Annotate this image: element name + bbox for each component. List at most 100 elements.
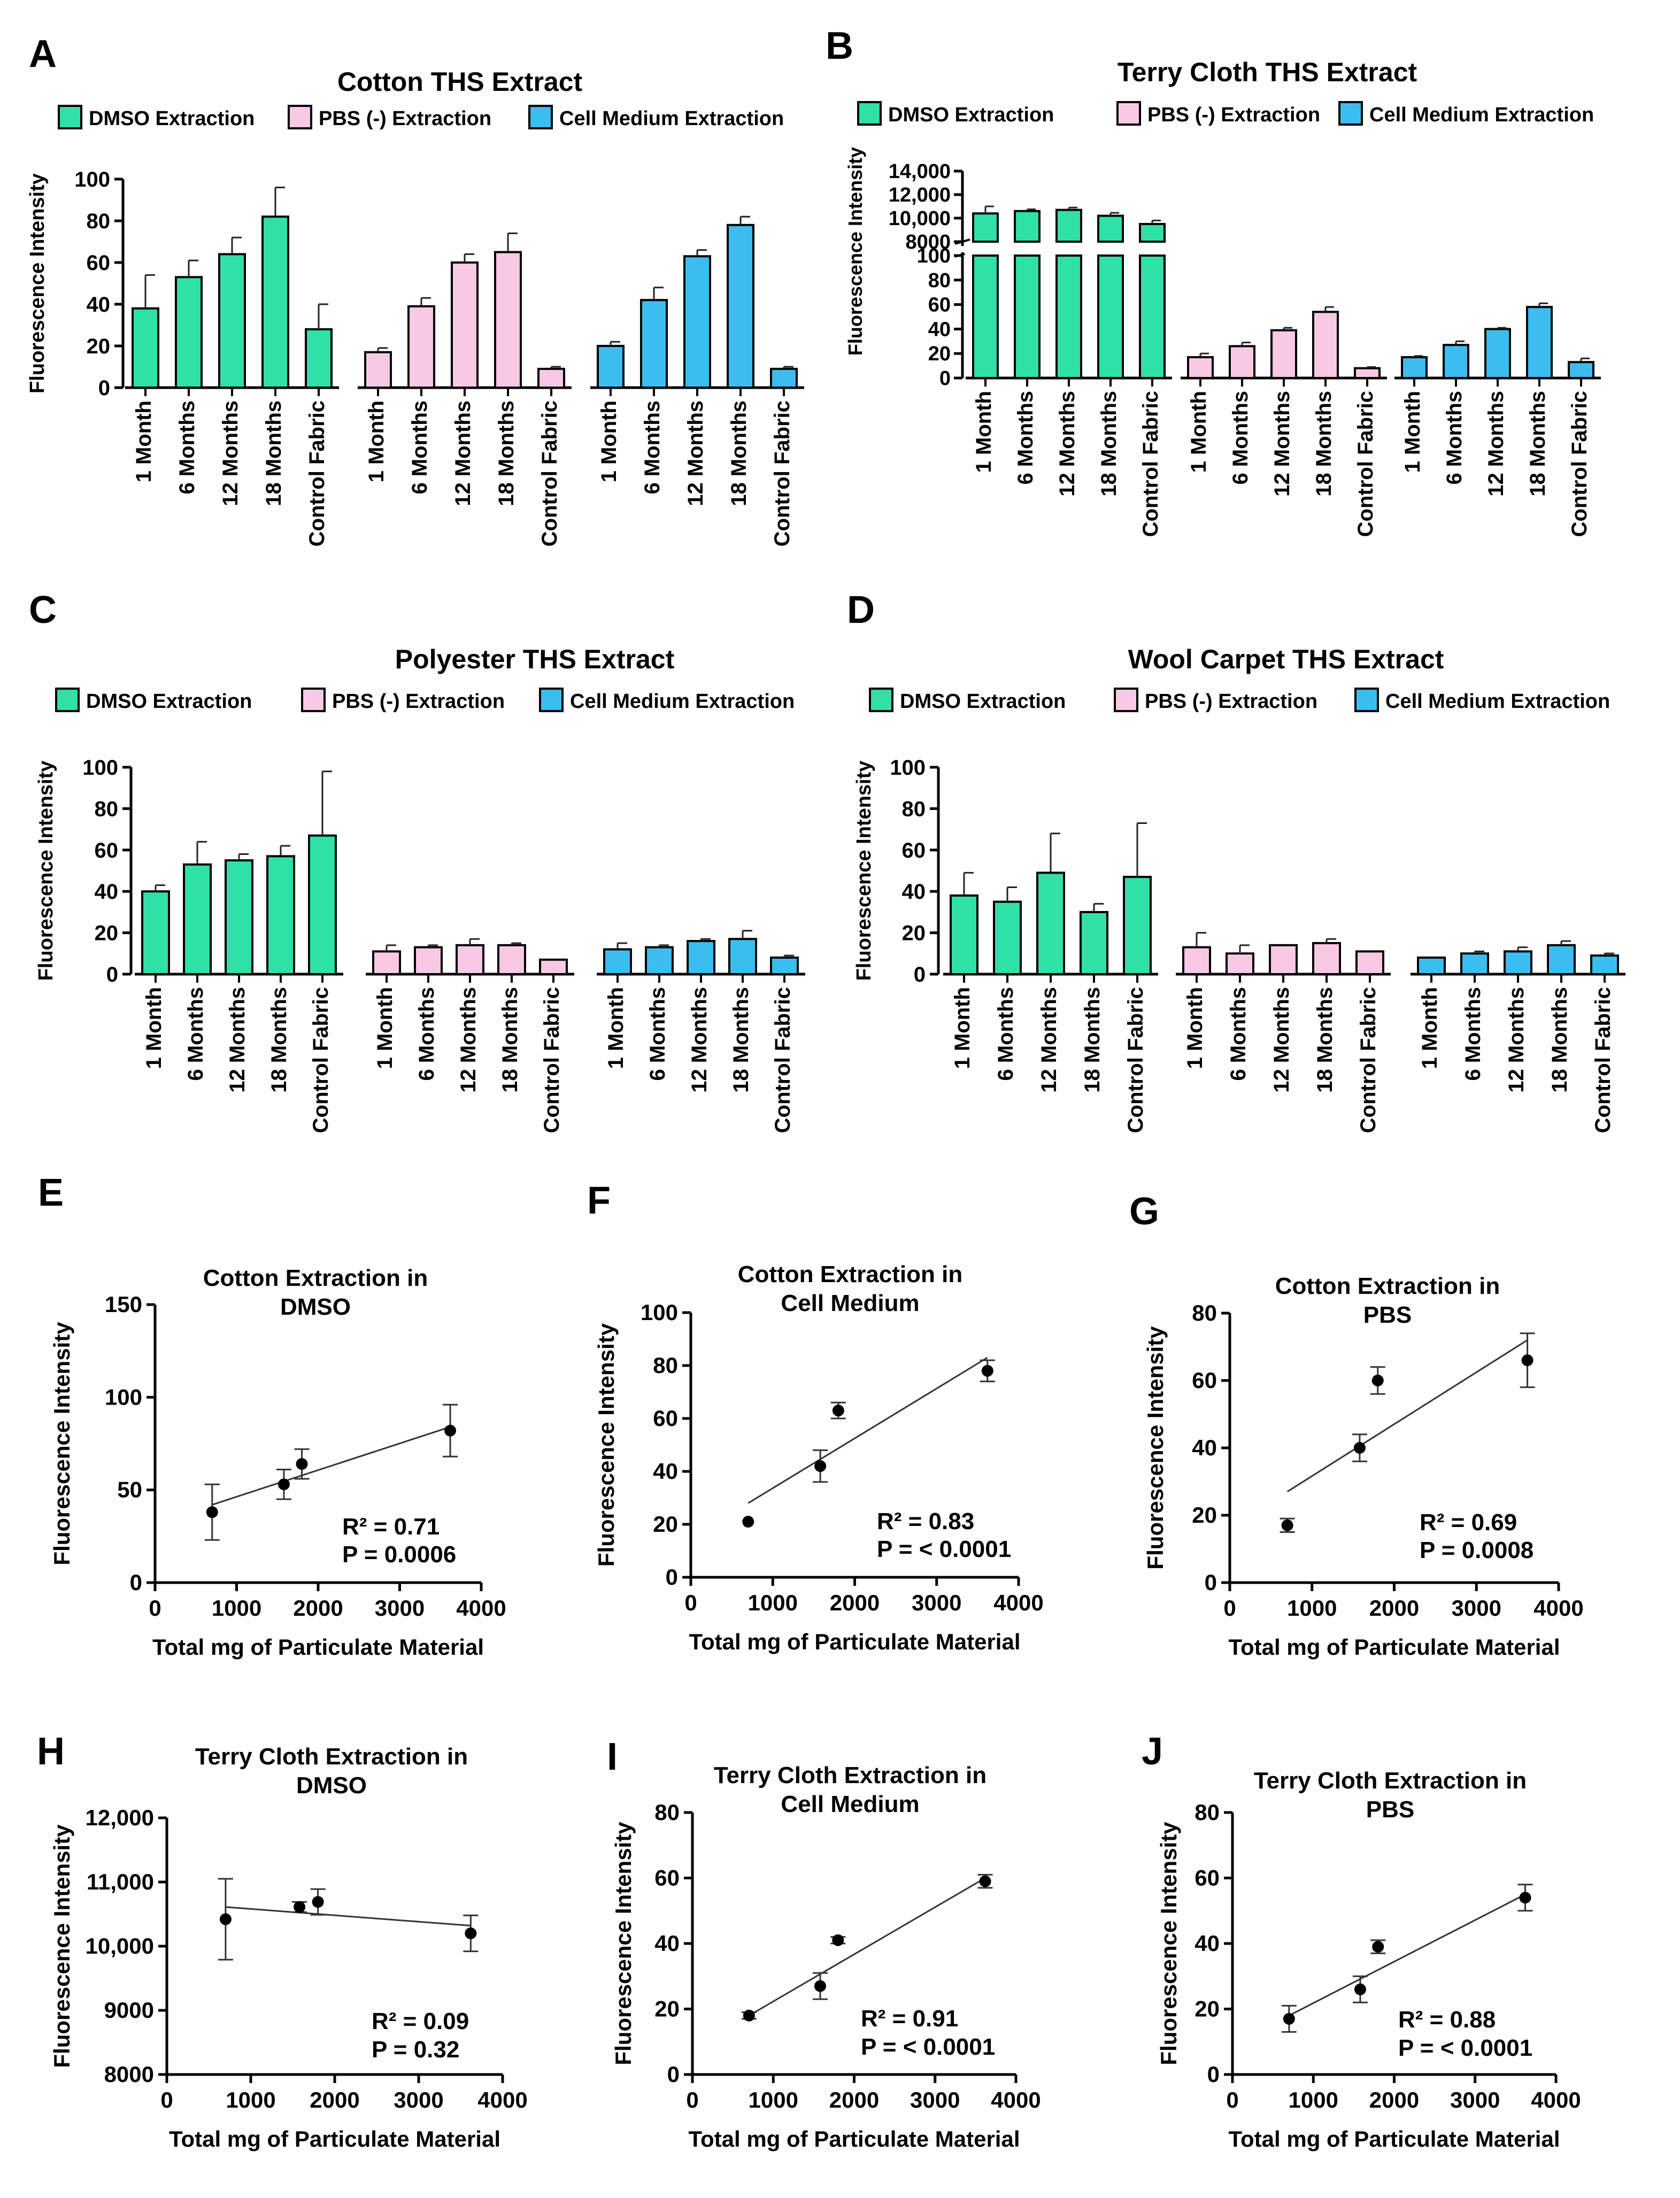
y-tick-label: 8000: [905, 231, 951, 253]
bar-upper: [1139, 223, 1166, 243]
y-tick-label: 40: [87, 293, 111, 317]
data-point: [294, 1901, 306, 1913]
x-tick-label: 12 Months: [219, 400, 242, 506]
y-tick-label: 40: [1195, 1931, 1220, 1956]
x-tick-label: 1000: [1287, 1595, 1337, 1621]
bar: [261, 215, 289, 389]
p-value-label: P = < 0.0001: [1398, 2035, 1532, 2061]
x-tick-label: 18 Months: [262, 400, 286, 506]
x-tick-label: 0: [684, 1590, 697, 1615]
x-tick-label: 1 Month: [1187, 391, 1211, 473]
bar: [305, 328, 333, 389]
panel-e: E Cotton Extraction in DMSO Fluorescence In…: [38, 1171, 506, 1660]
bar: [225, 859, 253, 976]
bar: [175, 276, 203, 389]
legend-label: Cell Medium Extraction: [1369, 104, 1594, 126]
data-point: [1281, 1519, 1293, 1531]
legend-swatch: [288, 105, 312, 129]
panel-letter: G: [1129, 1190, 1159, 1233]
bar: [1590, 954, 1619, 976]
x-tick-label: 2000: [830, 1590, 880, 1615]
y-tick-label: 20: [654, 1996, 680, 2022]
panel-f: F Cotton Extraction in Cell Medium Fluoresc…: [587, 1179, 1044, 1654]
x-tick-label: Control Fabric: [538, 400, 561, 546]
y-tick-label: 60: [654, 1865, 680, 1891]
chart-title: Polyester THS Extract: [395, 644, 675, 674]
data-point: [1521, 1354, 1533, 1367]
y-tick-label: 80: [95, 797, 119, 821]
y-axis-label: Fluorescence Intensity: [49, 1322, 74, 1565]
data-point: [743, 2009, 755, 2022]
panel-letter: F: [587, 1179, 611, 1222]
x-tick-label: 4000: [993, 1590, 1043, 1615]
chart-title-line: Terry Cloth Extraction in: [195, 1744, 468, 1770]
x-tick-label: 1000: [226, 2087, 275, 2112]
x-tick-label: 12 Months: [1484, 391, 1508, 497]
x-tick-label: 3000: [375, 1595, 425, 1621]
y-tick-label: 100: [890, 756, 926, 780]
y-tick-label: 0: [914, 963, 926, 986]
x-tick-label: 1 Month: [972, 391, 996, 473]
chart-title-line: PBS: [1366, 1796, 1414, 1823]
x-tick-label: 1 Month: [1183, 987, 1207, 1069]
bar: [451, 261, 479, 389]
y-axis-label: Fluorescence Intensity: [1143, 1326, 1168, 1570]
y-tick-label: 80: [87, 210, 111, 233]
bar: [770, 957, 799, 976]
y-tick-label: 100: [917, 245, 951, 267]
y-tick-label: 80: [653, 1353, 678, 1378]
y-tick-label: 50: [117, 1477, 142, 1502]
bar: [218, 253, 246, 389]
y-tick-label: 80: [1195, 1800, 1220, 1825]
y-tick-label: 60: [1195, 1865, 1220, 1891]
x-tick-label: 18 Months: [267, 987, 291, 1093]
legend-label: PBS (-) Extraction: [1145, 690, 1317, 713]
bar: [1355, 950, 1384, 976]
x-axis-label: Total mg of Particulate Material: [1228, 2126, 1560, 2151]
x-tick-label: 18 Months: [1313, 987, 1337, 1093]
x-tick-label: Control Fabric: [1124, 987, 1147, 1133]
y-axis-label: Fluorescence Intensity: [844, 147, 866, 356]
bar-lower: [972, 254, 999, 379]
x-tick-label: 12 Months: [1270, 987, 1293, 1093]
y-tick-label: 8000: [104, 2062, 154, 2087]
x-tick-label: 18 Months: [729, 987, 753, 1093]
y-tick-label: 80: [1192, 1300, 1217, 1325]
bar: [727, 223, 754, 389]
y-axis-label: Fluorescence Intensity: [594, 1323, 619, 1567]
x-tick-label: 1 Month: [132, 400, 156, 482]
x-tick-label: 12 Months: [451, 400, 475, 506]
bar: [141, 890, 170, 975]
y-axis-label: Fluorescence Intensity: [853, 761, 875, 981]
x-tick-label: 1000: [748, 1590, 798, 1615]
x-tick-label: 2000: [1369, 2087, 1419, 2112]
data-point: [1519, 1892, 1531, 1904]
data-point: [1353, 1442, 1366, 1454]
legend: DMSO Extraction PBS (-) Extraction Cell Me…: [869, 688, 1610, 713]
bar: [1312, 942, 1341, 975]
bar: [640, 299, 668, 389]
x-tick-label: 1 Month: [1401, 391, 1424, 473]
legend-swatch: [58, 105, 82, 129]
x-tick-label: 1000: [1289, 2087, 1338, 2112]
y-axis-label: Fluorescence Intensity: [49, 1824, 74, 2068]
data-point: [981, 1364, 993, 1377]
legend-label: Cell Medium Extraction: [1385, 690, 1610, 713]
legend-swatch: [1338, 101, 1363, 126]
x-tick-label: 0: [1226, 2087, 1238, 2112]
x-tick-label: 3000: [1452, 1595, 1501, 1621]
x-tick-label: 0: [149, 1595, 161, 1621]
y-tick-label: 40: [928, 318, 951, 341]
bar: [308, 834, 337, 975]
x-tick-label: 4000: [991, 2087, 1041, 2112]
y-tick-label: 60: [902, 839, 926, 862]
data-point: [1283, 2012, 1295, 2025]
bar: [1504, 950, 1532, 976]
r-squared-label: R² = 0.69: [1420, 1509, 1517, 1536]
legend-label: Cell Medium Extraction: [559, 107, 784, 130]
data-point: [206, 1506, 218, 1518]
chart-title-line: Cell Medium: [781, 1290, 919, 1316]
